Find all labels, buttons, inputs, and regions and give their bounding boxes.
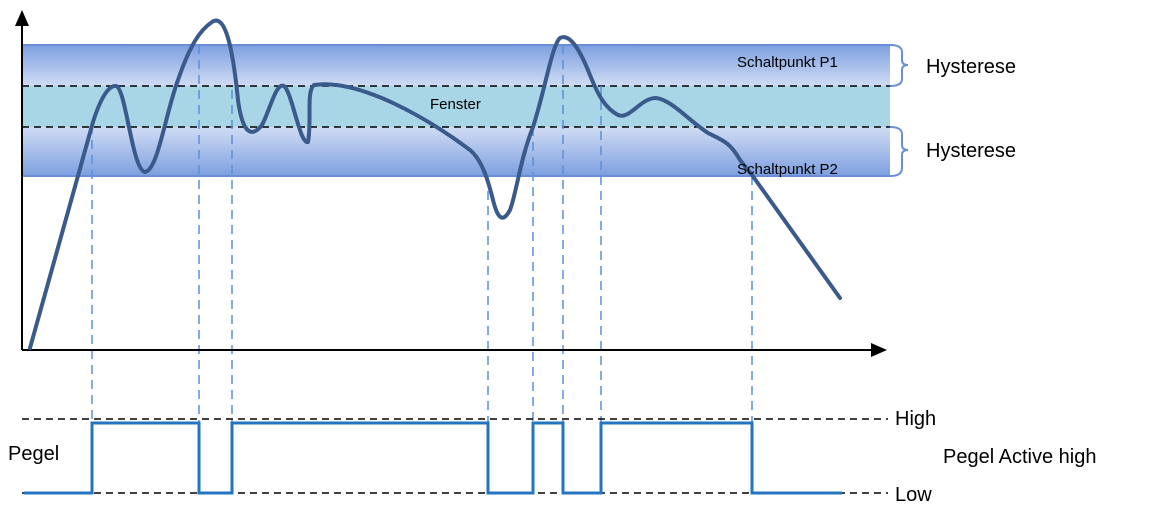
switch-point-p2-label: Schaltpunkt P2 bbox=[737, 161, 838, 178]
low-label: Low bbox=[895, 484, 932, 506]
hysteresis-brace-lower bbox=[889, 126, 909, 177]
hysteresis-brace-upper bbox=[889, 44, 909, 87]
x-axis-arrow bbox=[871, 343, 887, 357]
switch-guides bbox=[91, 45, 753, 422]
signal-curve bbox=[28, 18, 842, 350]
hysteresis-lower-label: Hysterese bbox=[926, 140, 1016, 162]
hysteresis-upper-label: Hysterese bbox=[926, 56, 1016, 78]
switch-point-p1-label: Schaltpunkt P1 bbox=[737, 54, 838, 71]
window-label: Fenster bbox=[430, 96, 481, 113]
high-label: High bbox=[895, 408, 936, 430]
hysteresis-band-upper bbox=[22, 45, 890, 86]
y-axis-arrow bbox=[15, 10, 29, 26]
level-label: Pegel bbox=[8, 443, 59, 465]
output-signal bbox=[24, 421, 842, 495]
mode-label: Pegel Active high bbox=[943, 446, 1096, 468]
